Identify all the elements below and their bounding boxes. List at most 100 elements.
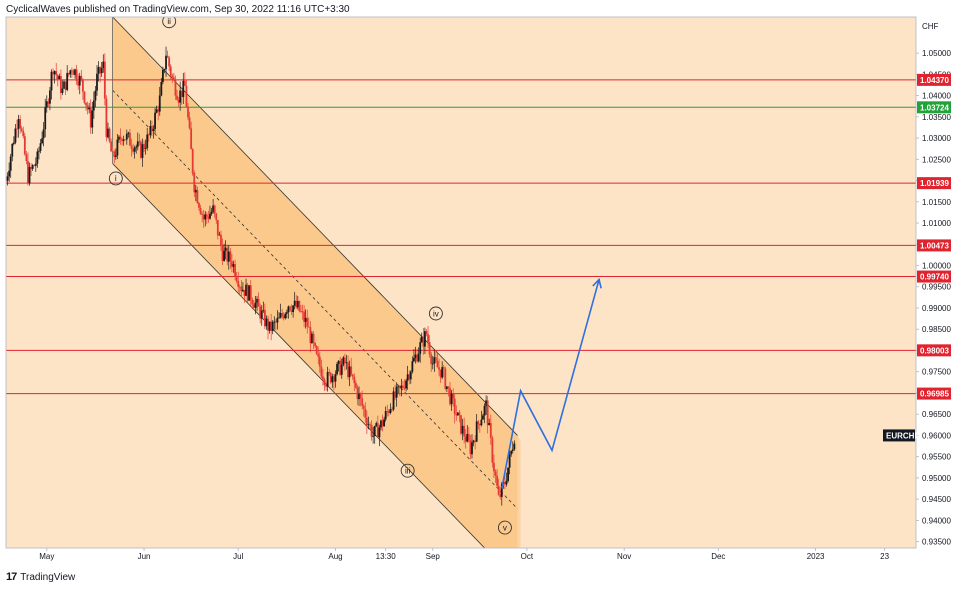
y-tick-label: 1.03000 [922, 134, 951, 143]
candle-body [351, 374, 354, 377]
candle-body [281, 313, 284, 316]
candle-body [419, 342, 422, 354]
candle-body [326, 371, 329, 387]
candle-body [424, 331, 426, 347]
candle-body [218, 234, 221, 236]
candle-body [464, 436, 467, 442]
candle-body [463, 425, 466, 437]
candle-body [284, 313, 287, 319]
candle-body [293, 300, 296, 306]
x-tick-label: Jun [138, 552, 151, 561]
level-tag-1.00473: 1.00473 [917, 239, 951, 252]
candle-body [414, 354, 417, 358]
candle-body [466, 433, 469, 442]
candle-body [442, 367, 445, 369]
candle-body [345, 362, 348, 364]
candle-body [295, 300, 298, 308]
candle-body [9, 156, 12, 171]
candle-body [359, 393, 362, 399]
candle-body [125, 133, 128, 140]
y-tick-label: 1.02500 [922, 155, 951, 164]
candle-body [207, 216, 210, 219]
candle-body [416, 354, 418, 362]
level-tag-text: 1.01939 [920, 179, 949, 188]
candle-body [74, 69, 76, 75]
candle-body [392, 391, 395, 410]
candle-body [223, 250, 225, 261]
candle-body [441, 367, 444, 378]
footer-brand[interactable]: 17 TradingView [6, 571, 75, 583]
candle-body [114, 155, 117, 157]
candle-body [242, 289, 244, 292]
candle-body [391, 409, 393, 410]
candle-body [378, 427, 381, 438]
candle-body [256, 298, 258, 303]
x-tick-label: May [39, 552, 54, 561]
level-tag-bg [917, 387, 951, 400]
x-tick-label: Oct [521, 552, 534, 561]
level-tag-text: 1.00473 [920, 241, 949, 250]
candle-body [504, 481, 506, 485]
candle-body [110, 141, 113, 152]
wave-label-iii: iii [400, 463, 415, 478]
tradingview-logo-icon: 17 [6, 571, 17, 583]
candle-body [111, 151, 114, 153]
candle-body [240, 286, 243, 292]
level-tag-bg [917, 270, 951, 283]
candle-body [55, 71, 58, 76]
candle-body [41, 138, 43, 144]
candle-body [493, 462, 495, 472]
candle-body [336, 363, 338, 375]
candle-body [27, 161, 29, 184]
candle-body [251, 299, 254, 305]
x-tick-label: Jul [233, 552, 243, 561]
level-tag-bg [917, 101, 951, 114]
candle-body [69, 70, 72, 75]
candle-body [409, 371, 412, 380]
candle-body [500, 483, 503, 497]
candle-body [323, 379, 326, 386]
candle-body [58, 76, 61, 80]
candle-body [395, 386, 398, 398]
candle-body [460, 415, 462, 434]
candle-body [262, 309, 265, 311]
candle-body [334, 374, 337, 382]
candle-body [268, 321, 271, 331]
candle-body [471, 442, 473, 455]
candle-body [491, 437, 494, 463]
candle-body [381, 420, 384, 427]
candle-body [358, 393, 360, 400]
candle-body [31, 165, 34, 169]
candle-body [166, 55, 169, 58]
candle-body [397, 385, 400, 387]
candle-body [172, 77, 175, 81]
candle-body [119, 136, 122, 140]
candle-body [298, 301, 301, 312]
candle-body [475, 421, 478, 442]
candle-body [497, 485, 500, 495]
candle-body [370, 424, 373, 437]
x-tick-label: 13:30 [376, 552, 397, 561]
candle-body [169, 66, 172, 76]
candle-body [369, 424, 371, 426]
y-tick-label: 0.93500 [922, 538, 951, 547]
level-tag-text: 0.96985 [920, 390, 949, 399]
candle-body [39, 143, 42, 151]
candle-body [507, 467, 509, 481]
candle-body [122, 139, 125, 141]
candle-body [155, 109, 158, 113]
candle-body [329, 372, 332, 383]
candle-body [210, 211, 213, 214]
level-tag-0.98003: 0.98003 [917, 344, 951, 357]
candle-body [205, 214, 208, 217]
candle-body [174, 80, 177, 96]
candle-body [386, 411, 389, 412]
candle-body [70, 70, 73, 72]
candle-body [113, 151, 116, 157]
candle-body [289, 306, 291, 310]
y-tick-label: 0.99500 [922, 283, 951, 292]
candle-body [354, 383, 357, 388]
candle-body [285, 312, 288, 314]
candle-body [121, 139, 124, 141]
